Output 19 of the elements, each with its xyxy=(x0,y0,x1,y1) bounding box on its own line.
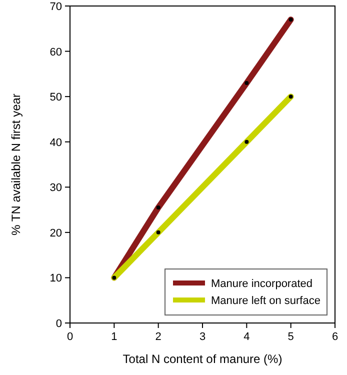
x-tick-label: 0 xyxy=(66,331,74,343)
x-tick-label: 2 xyxy=(155,331,162,343)
y-tick-label: 40 xyxy=(50,136,62,149)
x-tick-label: 6 xyxy=(332,331,338,343)
legend-label: Manure left on surface xyxy=(211,295,320,307)
x-tick-label: 4 xyxy=(244,331,250,343)
y-tick-label: 70 xyxy=(50,1,62,13)
y-tick-label: 10 xyxy=(50,272,62,285)
legend-label: Manure incorporated xyxy=(211,278,313,290)
x-tick-label: 1 xyxy=(111,331,118,343)
y-tick-label: 60 xyxy=(50,46,62,58)
x-axis-title: Total N content of manure (%) xyxy=(122,352,282,366)
y-axis-title: % TN available N first year xyxy=(9,94,23,236)
y-tick-label: 50 xyxy=(50,92,62,104)
x-tick-label: 5 xyxy=(288,331,294,343)
y-tick-label: 20 xyxy=(50,227,62,240)
x-tick-label: 3 xyxy=(199,331,206,343)
y-tick-label: 0 xyxy=(56,318,62,330)
y-tick-label: 30 xyxy=(50,182,62,194)
